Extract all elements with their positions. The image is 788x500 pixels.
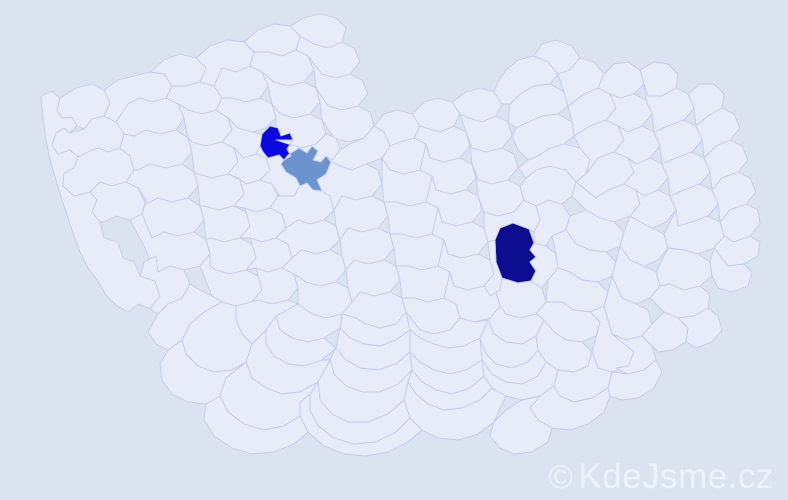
district[interactable]: [709, 247, 753, 293]
district[interactable]: [483, 239, 503, 297]
district[interactable]: [215, 97, 277, 133]
district[interactable]: [295, 35, 361, 79]
district[interactable]: [661, 151, 711, 197]
district[interactable]: [281, 249, 347, 287]
district[interactable]: [607, 359, 663, 401]
district[interactable]: [677, 307, 723, 349]
district[interactable]: [159, 339, 247, 405]
district[interactable]: [655, 247, 713, 291]
district-highlight-level3[interactable]: [494, 222, 537, 284]
district[interactable]: [653, 119, 703, 165]
district[interactable]: [619, 215, 669, 267]
watermark: © KdeJsme.cz: [549, 459, 774, 494]
district[interactable]: [249, 49, 315, 87]
district[interactable]: [711, 171, 757, 223]
district[interactable]: [413, 125, 471, 163]
district[interactable]: [695, 107, 741, 159]
district[interactable]: [307, 55, 369, 111]
watermark-text: KdeJsme.cz: [578, 457, 774, 496]
district[interactable]: [465, 131, 519, 185]
copyright-icon: ©: [548, 458, 574, 495]
district[interactable]: [703, 139, 749, 191]
district[interactable]: [333, 195, 389, 241]
district[interactable]: [261, 71, 321, 119]
district[interactable]: [275, 133, 341, 163]
district[interactable]: [597, 61, 645, 99]
district[interactable]: [345, 259, 401, 303]
district[interactable]: [339, 227, 395, 271]
district[interactable]: [629, 189, 677, 229]
district[interactable]: [147, 283, 223, 351]
district[interactable]: [203, 395, 309, 455]
district-layer: [40, 13, 761, 457]
district[interactable]: [643, 83, 695, 133]
